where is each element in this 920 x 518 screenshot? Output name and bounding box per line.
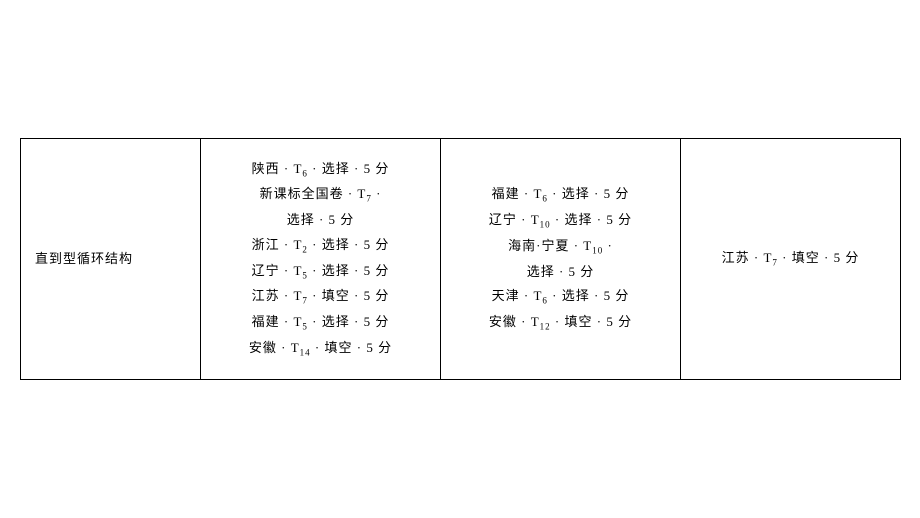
- exam-table: 直到型循环结构 陕西 · T6 · 选择 · 5 分新课标全国卷 · T7 ·选…: [20, 138, 901, 381]
- exam-entry: 天津 · T6 · 选择 · 5 分: [451, 284, 670, 310]
- cell-group-1: 陕西 · T6 · 选择 · 5 分新课标全国卷 · T7 ·选择 · 5 分浙…: [201, 138, 441, 380]
- exam-entry: 陕西 · T6 · 选择 · 5 分: [211, 157, 430, 183]
- exam-entry: 辽宁 · T5 · 选择 · 5 分: [211, 259, 430, 285]
- cell-group-2: 福建 · T6 · 选择 · 5 分辽宁 · T10 · 选择 · 5 分海南·…: [441, 138, 681, 380]
- exam-entry-line1: 海南·宁夏 · T10 ·: [451, 234, 670, 260]
- exam-entry: 浙江 · T2 · 选择 · 5 分: [211, 233, 430, 259]
- table-wrapper: 直到型循环结构 陕西 · T6 · 选择 · 5 分新课标全国卷 · T7 ·选…: [20, 138, 900, 381]
- exam-entry: 江苏 · T7 · 填空 · 5 分: [211, 284, 430, 310]
- exam-entry: 辽宁 · T10 · 选择 · 5 分: [451, 208, 670, 234]
- exam-entry-line2: 选择 · 5 分: [451, 260, 670, 285]
- exam-entry: 福建 · T5 · 选择 · 5 分: [211, 310, 430, 336]
- cell-topic: 直到型循环结构: [21, 138, 201, 380]
- exam-entry: 安徽 · T14 · 填空 · 5 分: [211, 336, 430, 362]
- exam-entry: 江苏 · T7 · 填空 · 5 分: [691, 246, 890, 272]
- table-row: 直到型循环结构 陕西 · T6 · 选择 · 5 分新课标全国卷 · T7 ·选…: [21, 138, 901, 380]
- exam-entry-line1: 新课标全国卷 · T7 ·: [211, 182, 430, 208]
- topic-label: 直到型循环结构: [35, 251, 133, 266]
- cell-group-3: 江苏 · T7 · 填空 · 5 分: [681, 138, 901, 380]
- exam-entry: 安徽 · T12 · 填空 · 5 分: [451, 310, 670, 336]
- exam-entry-line2: 选择 · 5 分: [211, 208, 430, 233]
- exam-entry: 福建 · T6 · 选择 · 5 分: [451, 182, 670, 208]
